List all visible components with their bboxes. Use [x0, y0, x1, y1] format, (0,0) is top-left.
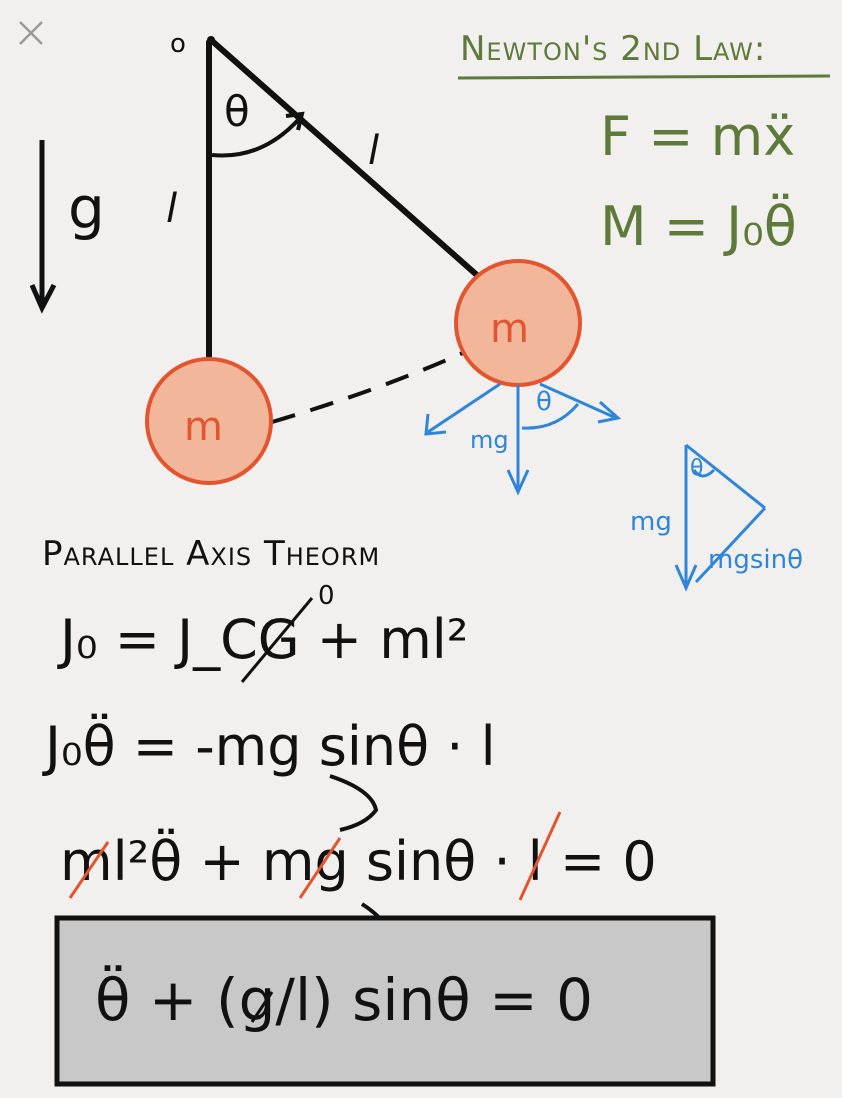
newton-underline [457, 74, 831, 80]
newton-eq-moment: M = J₀θ̈ [600, 194, 797, 258]
close-button[interactable] [10, 12, 50, 52]
newton-heading: Newton's 2nd Law: [460, 29, 766, 69]
mass-left-label: m [184, 404, 223, 450]
jcg-strike [240, 597, 314, 683]
swung-rod [208, 37, 481, 279]
triangle-component-label: mgsinθ [708, 545, 803, 575]
derivation-heading: Parallel Axis Theorm [42, 534, 380, 574]
angle-arrowhead [285, 111, 305, 131]
newton-section: Newton's 2nd Law: F = mẍ M = J₀θ̈ [457, 29, 831, 258]
result-box: θ̈ + (g/l) sinθ = 0 [54, 915, 716, 1087]
gravity-arrowhead [29, 283, 57, 314]
derivation-line-3: ml²θ̈ + mg sinθ · l = 0 [60, 829, 657, 893]
derivation-line-1: J₀ = J_CG + ml² [57, 608, 468, 671]
result-equation: θ̈ + (g/l) sinθ = 0 [95, 964, 593, 1034]
force-mg-label: mg [470, 426, 509, 454]
force-diagram [424, 382, 622, 496]
triangle-mg-label: mg [630, 507, 672, 537]
vertical-length-label: l [166, 186, 177, 232]
newton-eq-force: F = mẍ [600, 105, 795, 168]
angle-arc [211, 116, 302, 158]
close-icon [19, 21, 43, 45]
substitution-brace-1 [329, 774, 379, 832]
triangle-angle-label: θ [690, 456, 703, 481]
swing-path [271, 350, 466, 424]
cancel-strikes [68, 811, 562, 901]
mass-right-label: m [490, 306, 529, 352]
result-cancel-l [250, 991, 274, 1023]
angle-label: θ [224, 87, 250, 136]
pendulum-diagram: o θ l l g m m [29, 29, 582, 485]
force-angle-label: θ [536, 387, 552, 417]
derivation-section: Parallel Axis Theorm J₀ = J_CG + ml² 0 J… [42, 534, 657, 962]
jcg-zero-label: 0 [318, 581, 335, 611]
mass-left [145, 357, 273, 485]
derivation-line-2: J₀θ̈ = -mg sinθ · l [42, 714, 496, 778]
rod-length-label: l [368, 128, 379, 174]
gravity-label: g [68, 174, 105, 242]
pivot-label: o [170, 29, 186, 59]
force-triangle [674, 443, 767, 592]
